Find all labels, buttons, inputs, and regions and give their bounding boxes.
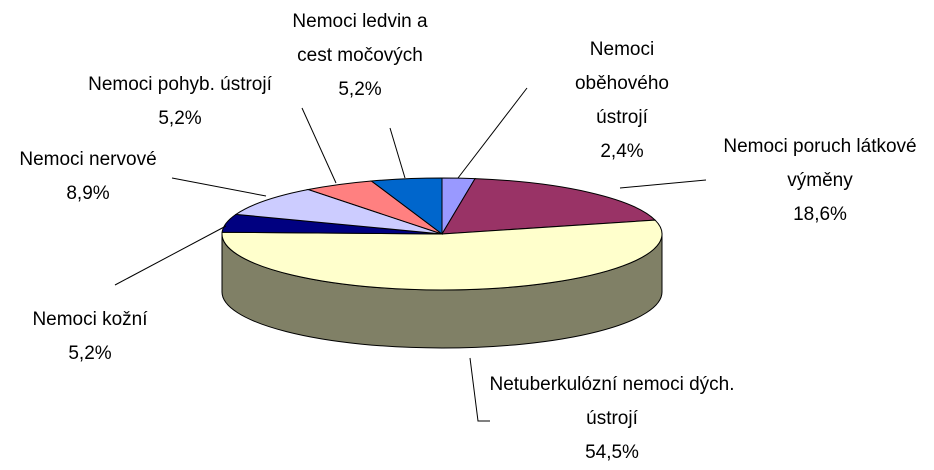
data-label: Netuberkulózní nemoci dých. ústrojí 54,5% <box>482 368 742 470</box>
category-label: Nemoci ledvin a cest močových <box>292 11 428 66</box>
pie-slice <box>441 178 657 235</box>
category-label: Nemoci pohyb. ústrojí <box>88 74 272 95</box>
category-label: Nemoci kožní <box>32 309 148 330</box>
value-label: 18,6% <box>793 204 847 225</box>
data-label: Nemoci ledvin a cest močových 5,2% <box>275 5 445 107</box>
data-label: Nemoci oběhového ústrojí 2,4% <box>547 33 697 169</box>
value-label: 5,2% <box>338 79 382 100</box>
data-label: Nemoci pohyb. ústrojí 5,2% <box>65 68 295 136</box>
leader-line <box>469 357 490 422</box>
pie-slice <box>221 219 663 291</box>
leader-line <box>389 127 406 179</box>
data-label: Nemoci nervové 8,9% <box>0 143 183 211</box>
value-label: 54,5% <box>585 442 639 463</box>
leader-line <box>171 177 267 197</box>
value-label: 8,9% <box>66 183 110 204</box>
leader-line <box>301 107 337 184</box>
leader-line <box>619 179 707 189</box>
data-label: Nemoci poruch látkové výměny 18,6% <box>700 130 934 232</box>
pie-slice <box>370 177 443 236</box>
value-label: 2,4% <box>600 141 644 162</box>
value-label: 5,2% <box>68 343 112 364</box>
data-label: Nemoci kožní 5,2% <box>15 303 165 371</box>
leader-line <box>457 87 528 179</box>
category-label: Netuberkulózní nemoci dých. ústrojí <box>489 374 735 429</box>
value-label: 5,2% <box>158 108 202 129</box>
category-label: Nemoci nervové <box>19 149 157 170</box>
category-label: Nemoci oběhového ústrojí <box>574 39 670 128</box>
leader-line <box>114 225 227 286</box>
category-label: Nemoci poruch látkové výměny <box>723 136 917 191</box>
pie-slice <box>234 189 443 235</box>
